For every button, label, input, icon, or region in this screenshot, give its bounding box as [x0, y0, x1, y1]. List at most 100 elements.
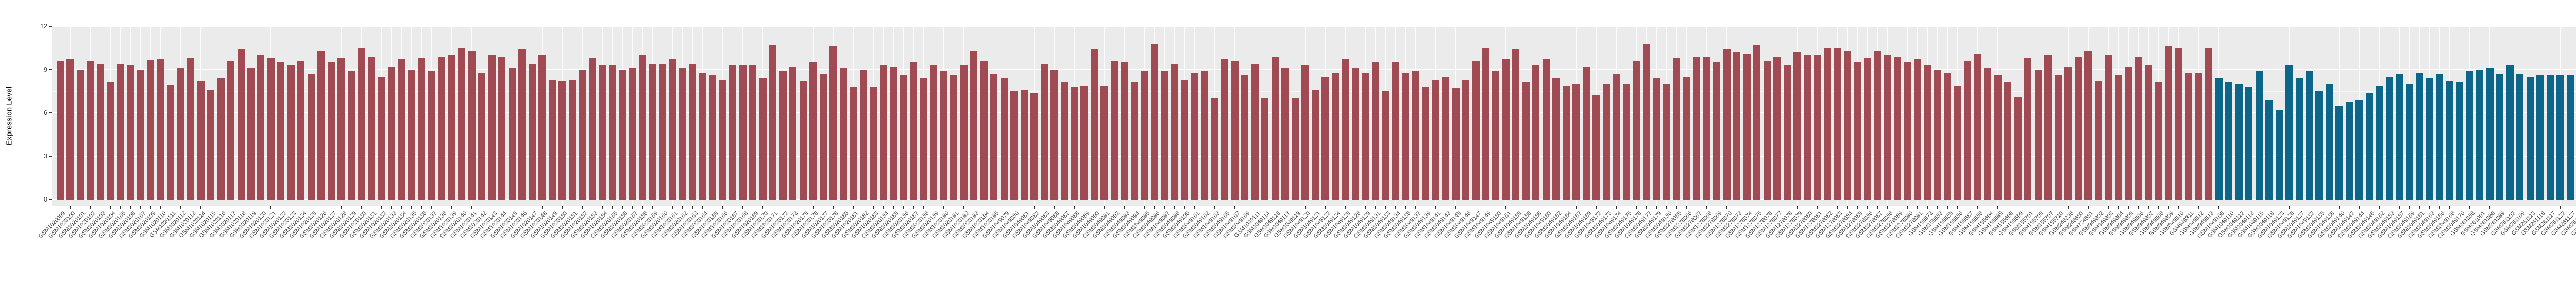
- x-tick-mark: [2399, 206, 2400, 209]
- bar: [599, 65, 606, 200]
- x-tick-mark: [1817, 206, 1818, 209]
- bar: [839, 68, 847, 200]
- x-tick-mark: [1656, 206, 1657, 209]
- x-tick-mark: [1405, 206, 1406, 209]
- bar: [1080, 85, 1088, 200]
- y-tick-mark: [49, 112, 52, 113]
- x-tick-mark: [200, 206, 201, 209]
- bar: [1723, 49, 1731, 200]
- bar: [2345, 101, 2353, 200]
- bar: [2235, 84, 2243, 200]
- x-tick-mark: [1395, 206, 1396, 209]
- x-tick-mark: [1907, 206, 1908, 209]
- x-tick-mark: [1124, 206, 1125, 209]
- x-tick-mark: [1234, 206, 1235, 209]
- bar: [468, 51, 476, 200]
- bar: [1502, 59, 1510, 200]
- x-tick-mark: [893, 206, 894, 209]
- bar: [558, 81, 566, 200]
- x-tick-mark: [110, 206, 111, 209]
- x-tick-mark: [421, 206, 422, 209]
- bar: [1442, 77, 1450, 200]
- bar: [1924, 65, 1931, 200]
- x-tick-mark: [1365, 206, 1366, 209]
- bar: [1462, 79, 1470, 200]
- bar: [1130, 82, 1138, 200]
- x-tick-mark: [1164, 206, 1165, 209]
- x-tick-mark: [1596, 206, 1597, 209]
- x-tick-mark: [2489, 206, 2490, 209]
- bar: [528, 63, 536, 200]
- bar: [1743, 54, 1751, 200]
- bar: [759, 78, 767, 200]
- bar: [1000, 78, 1008, 200]
- bar: [2034, 70, 2042, 200]
- bar: [1251, 63, 1259, 200]
- y-tick-mark: [49, 26, 52, 27]
- bar: [689, 63, 697, 200]
- x-tick-mark: [1616, 206, 1617, 209]
- bar: [900, 75, 907, 200]
- bar: [207, 90, 215, 200]
- bar: [2175, 48, 2182, 200]
- bar: [1582, 67, 1590, 200]
- bar: [458, 48, 466, 200]
- bar: [2546, 75, 2554, 200]
- bar: [1100, 85, 1108, 200]
- bar: [2476, 70, 2484, 200]
- x-tick-mark: [1054, 206, 1055, 209]
- bar: [518, 49, 526, 200]
- bar: [277, 62, 285, 200]
- bar: [2215, 78, 2223, 200]
- bar: [1622, 84, 1630, 200]
- x-tick-mark: [2429, 206, 2430, 209]
- bar: [639, 55, 647, 200]
- bar: [1512, 49, 1520, 200]
- bar: [107, 82, 114, 200]
- x-tick-mark: [1345, 206, 1346, 209]
- bar: [287, 65, 295, 200]
- bar: [157, 59, 164, 200]
- bar: [1572, 84, 1580, 200]
- x-tick-mark: [722, 206, 723, 209]
- x-tick-mark: [1797, 206, 1798, 209]
- bar: [358, 48, 365, 200]
- bar: [1653, 78, 1660, 200]
- bar: [2456, 82, 2464, 200]
- bar: [1944, 72, 1952, 200]
- bar: [227, 61, 235, 200]
- gridline-major: [52, 26, 2576, 27]
- bar: [789, 67, 797, 200]
- x-tick-mark: [361, 206, 362, 209]
- bar: [1974, 54, 1981, 200]
- bar: [870, 87, 877, 200]
- x-tick-mark: [1575, 206, 1577, 209]
- bar: [1351, 68, 1359, 200]
- bar: [1492, 71, 1500, 200]
- bar: [1814, 55, 1821, 200]
- bar: [1783, 65, 1791, 200]
- bar: [76, 70, 84, 200]
- bar: [1161, 71, 1168, 200]
- x-tick-mark: [1957, 206, 1958, 209]
- bar: [1562, 85, 1570, 200]
- bar: [1371, 62, 1379, 200]
- x-tick-mark: [341, 206, 342, 209]
- bar: [1642, 43, 1650, 200]
- x-tick-mark: [2439, 206, 2440, 209]
- bar: [1733, 52, 1741, 200]
- y-tick-mark: [49, 156, 52, 157]
- x-tick-mark: [1174, 206, 1175, 209]
- bar: [2506, 65, 2514, 200]
- bar: [2446, 81, 2453, 200]
- bar: [1071, 87, 1078, 200]
- bar: [2094, 81, 2102, 200]
- x-tick-mark: [90, 206, 91, 209]
- bar: [649, 63, 656, 200]
- bar: [1602, 84, 1610, 200]
- bar: [2114, 75, 2122, 200]
- bar: [317, 51, 325, 200]
- x-tick-mark: [622, 206, 623, 209]
- x-tick-mark: [913, 206, 914, 209]
